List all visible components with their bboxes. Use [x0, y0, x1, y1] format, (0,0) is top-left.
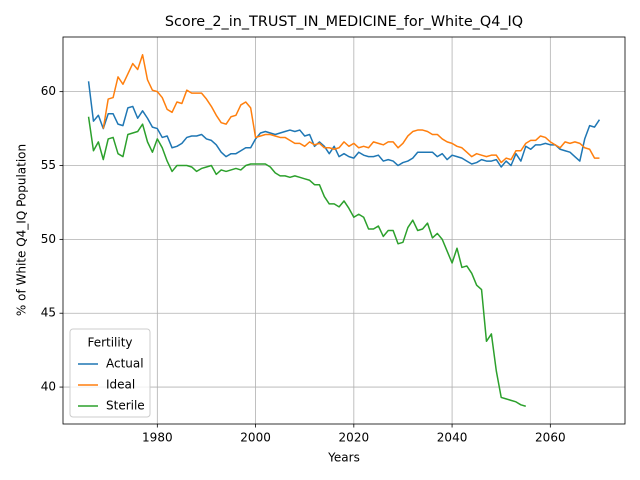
legend-label: Actual — [106, 357, 144, 371]
legend-label: Ideal — [106, 378, 135, 392]
legend: Fertility Actual Ideal Sterile — [69, 328, 151, 418]
y-tick-label: 60 — [41, 84, 56, 98]
legend-title: Fertility — [87, 336, 132, 350]
legend-label: Sterile — [106, 399, 145, 413]
y-tick-label: 55 — [41, 158, 56, 172]
x-tick-label: 1980 — [142, 431, 173, 445]
axes-frame — [62, 36, 626, 425]
legend-box — [69, 328, 151, 418]
x-tick-label: 2040 — [437, 431, 468, 445]
x-tick-label: 2060 — [535, 431, 566, 445]
y-tick-label: 40 — [41, 380, 56, 394]
y-axis-label: % of White Q4_IQ Population — [15, 144, 29, 316]
y-tick-label: 50 — [41, 232, 56, 246]
data-line — [102, 53, 600, 164]
x-tick-label: 2020 — [339, 431, 370, 445]
y-tick-label: 45 — [41, 306, 56, 320]
x-axis-label: Years — [327, 451, 360, 465]
chart-title: Score_2_in_TRUST_IN_MEDICINE_for_White_Q… — [165, 14, 523, 30]
x-tick-label: 2000 — [240, 431, 271, 445]
data-line — [87, 116, 526, 407]
data-line — [87, 81, 601, 168]
